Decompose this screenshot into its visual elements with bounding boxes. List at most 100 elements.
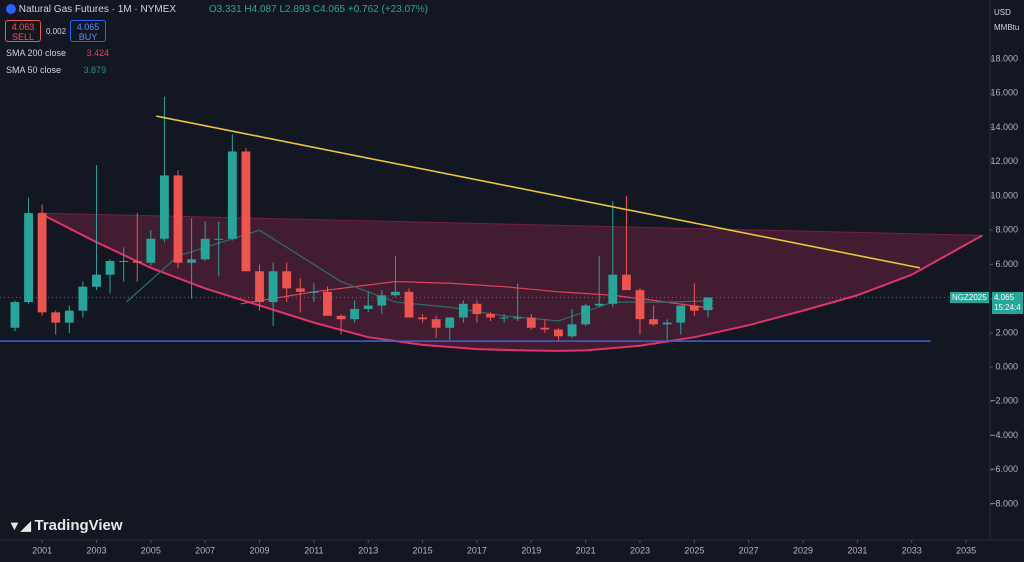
symbol-title[interactable]: Natural Gas Futures · 1M · NYMEX bbox=[18, 4, 177, 15]
sma50-name: SMA 50 close bbox=[6, 65, 62, 75]
y-tick-label: −2.000 bbox=[990, 396, 1018, 406]
candle-body bbox=[431, 319, 441, 328]
y-tick-label: 2.000 bbox=[995, 327, 1018, 337]
unit: MMBtu bbox=[994, 23, 1020, 32]
candle-body bbox=[567, 324, 577, 337]
candle-body bbox=[649, 319, 658, 325]
candle-body bbox=[105, 261, 115, 275]
candle-body bbox=[10, 302, 20, 328]
candle-body bbox=[159, 175, 169, 239]
unit-label: USD MMBtu bbox=[994, 5, 1019, 35]
x-tick-label: 2019 bbox=[521, 545, 541, 555]
candle-body bbox=[363, 305, 373, 309]
candle-body bbox=[540, 327, 550, 330]
candle-body bbox=[323, 291, 332, 316]
candle-body bbox=[241, 151, 251, 272]
y-tick-label: 0.000 bbox=[995, 362, 1018, 372]
sma200-value: 3.424 bbox=[86, 48, 110, 58]
candle-body bbox=[554, 329, 563, 337]
candle-body bbox=[513, 317, 523, 319]
zone-top-edge bbox=[39, 212, 983, 236]
candle-body bbox=[390, 291, 400, 296]
y-tick-label: 10.000 bbox=[990, 190, 1018, 200]
candle-body bbox=[92, 274, 101, 287]
candle-body bbox=[676, 305, 686, 323]
candle-body bbox=[662, 322, 672, 325]
candle-body bbox=[78, 286, 88, 311]
symbol-tag: NGZ2025 bbox=[950, 291, 989, 303]
y-tick-label: 16.000 bbox=[990, 88, 1018, 98]
x-tick-label: 2031 bbox=[847, 545, 867, 555]
sell-button[interactable]: 4.063 SELL bbox=[5, 20, 41, 42]
sell-label: SELL bbox=[11, 32, 35, 42]
candle-body bbox=[499, 317, 509, 319]
x-tick-label: 2027 bbox=[739, 545, 759, 555]
candle-body bbox=[255, 271, 264, 303]
candle-body bbox=[173, 175, 183, 263]
sma50-legend[interactable]: SMA 50 close 3.879 bbox=[6, 65, 106, 75]
candle-body bbox=[621, 274, 631, 291]
x-tick-label: 2025 bbox=[684, 545, 704, 555]
candle-body bbox=[526, 317, 536, 328]
candle-body bbox=[418, 317, 427, 320]
x-tick-label: 2001 bbox=[32, 545, 52, 555]
x-tick-label: 2015 bbox=[413, 545, 433, 555]
symbol-icon bbox=[6, 4, 16, 15]
x-tick-label: 2017 bbox=[467, 545, 487, 555]
candle-body bbox=[37, 213, 47, 313]
pattern-zone bbox=[39, 213, 983, 351]
sma200-legend[interactable]: SMA 200 close 3.424 bbox=[6, 48, 109, 58]
candle-body bbox=[581, 305, 591, 325]
x-tick-label: 2033 bbox=[902, 545, 922, 555]
y-tick-label: −4.000 bbox=[990, 430, 1018, 440]
candle-body bbox=[51, 312, 61, 323]
trend-line bbox=[156, 115, 921, 269]
y-tick-label: 18.000 bbox=[990, 53, 1018, 63]
last-time: 15:24:4 bbox=[994, 302, 1021, 312]
candle-body bbox=[309, 291, 319, 293]
y-tick-label: 8.000 bbox=[995, 225, 1018, 235]
x-tick-label: 2029 bbox=[793, 545, 813, 555]
x-tick-label: 2009 bbox=[250, 545, 270, 555]
candle-body bbox=[132, 261, 142, 263]
candle-body bbox=[200, 238, 210, 260]
buy-price: 4.065 bbox=[76, 22, 100, 32]
candle-body bbox=[214, 238, 224, 240]
sell-price: 4.063 bbox=[11, 22, 35, 32]
y-tick-label: −8.000 bbox=[990, 498, 1018, 508]
candle-body bbox=[445, 317, 455, 328]
candle-body bbox=[608, 274, 618, 304]
candle-body bbox=[703, 297, 713, 311]
candle-body bbox=[268, 271, 278, 303]
candle-body bbox=[227, 151, 237, 239]
candle-body bbox=[458, 303, 468, 318]
sma50-value: 3.879 bbox=[83, 65, 107, 75]
candle-body bbox=[295, 288, 305, 292]
buy-button[interactable]: 4.065 BUY bbox=[70, 20, 106, 42]
y-tick-label: 14.000 bbox=[990, 122, 1018, 132]
ohlc-low: L2.893 bbox=[279, 4, 311, 15]
ohlc-open: O3.331 bbox=[208, 4, 242, 15]
candle-body bbox=[119, 261, 129, 263]
candle-body bbox=[472, 303, 482, 315]
x-tick-label: 2035 bbox=[956, 545, 976, 555]
x-tick-label: 2003 bbox=[86, 545, 106, 555]
y-tick-label: 12.000 bbox=[990, 156, 1018, 166]
x-tick-label: 2011 bbox=[304, 545, 323, 555]
candle-body bbox=[350, 308, 360, 320]
last-price: 4.065 bbox=[994, 292, 1015, 302]
x-tick-label: 2023 bbox=[630, 545, 650, 555]
ohlc-high: H4.087 bbox=[244, 4, 277, 15]
x-tick-label: 2013 bbox=[358, 545, 378, 555]
x-tick-label: 2005 bbox=[141, 545, 161, 555]
currency: USD bbox=[994, 8, 1011, 17]
candle-body bbox=[336, 315, 346, 320]
candle-body bbox=[282, 271, 292, 289]
brand-text: TradingView bbox=[34, 517, 123, 534]
sma200-name: SMA 200 close bbox=[6, 48, 67, 58]
candle-body bbox=[377, 295, 387, 306]
spread: 0.002 bbox=[46, 27, 67, 36]
candle-body bbox=[187, 259, 197, 263]
